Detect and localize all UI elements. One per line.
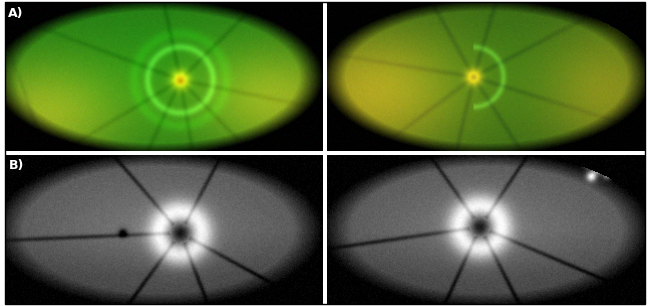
Text: B): B) xyxy=(8,159,24,172)
Text: A): A) xyxy=(8,7,24,20)
